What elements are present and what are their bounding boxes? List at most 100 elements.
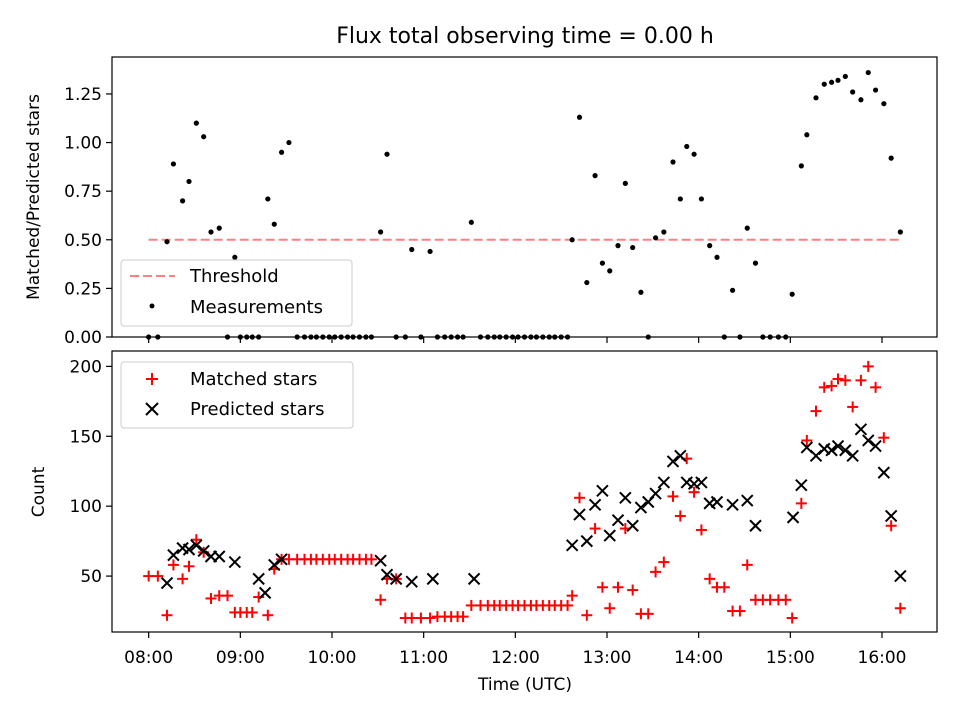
predicted-star-point-b (831, 439, 845, 453)
predicted-star-point-b (565, 539, 579, 552)
matched-star-point (786, 612, 798, 624)
bottom-xticks: 08:00 09:00 10:00 11:00 12:00 13:00 14:00 15:00… (124, 632, 907, 668)
ytick-label: 0.25 (64, 279, 102, 299)
predicted-star-point-b (839, 444, 852, 457)
measurement-point (729, 287, 736, 293)
matched-star-point (566, 590, 578, 602)
measurement-point (835, 77, 841, 83)
measurement-point (798, 163, 804, 169)
matched-star-point (870, 381, 882, 393)
legend-measurements-swatch (149, 303, 155, 309)
measurement-point (208, 229, 214, 235)
matched-star-point (674, 510, 686, 522)
predicted-star-point-b (877, 466, 891, 479)
measurement-point (630, 244, 636, 251)
legend-predicted-label: Predicted stars (190, 399, 324, 420)
measurement-point (813, 95, 819, 101)
predicted-star-point (749, 519, 762, 532)
matched-star-point (695, 524, 707, 536)
xtick-label: 09:00 (216, 648, 265, 668)
matched-star-point (847, 401, 859, 413)
legend-matched-swatch (146, 373, 158, 385)
predicted-star-point (573, 508, 586, 521)
matched-star-point (894, 602, 906, 614)
bottom-xlabel: Time (UTC) (477, 675, 572, 695)
predicted-star-point (884, 509, 898, 523)
measurement-point (265, 196, 271, 202)
matched-star-point (878, 432, 890, 444)
bottom-ylabel: Count (29, 466, 49, 517)
predicted-star-point-b (228, 555, 242, 569)
predicted-star-point (634, 501, 648, 514)
predicted-star-point (588, 498, 602, 511)
matched-star-point (604, 602, 616, 614)
matched-star-point (183, 560, 195, 572)
predicted-star-point (649, 487, 662, 500)
measurement-point (652, 235, 659, 241)
ytick-label: 0.50 (64, 231, 102, 251)
ytick-label: 50 (80, 567, 102, 587)
top-ylabel: Matched/Predicted stars (24, 94, 44, 300)
predicted-star-point (213, 550, 226, 563)
predicted-star-point (258, 586, 272, 600)
matched-star-point (780, 594, 792, 606)
predicted-star-point-b (268, 558, 281, 572)
matched-star-point (262, 609, 274, 621)
bottom-panel: 50 100 150 200 08:00 09:00 10:00 11:00 12:00 13:… (29, 350, 938, 695)
measurement-point (691, 151, 697, 157)
predicted-star-point (167, 548, 180, 562)
xtick-label: 14:00 (674, 648, 723, 668)
measurement-point (850, 89, 856, 95)
predicted-star-point-b (674, 449, 687, 463)
ytick-label: 0.00 (64, 328, 102, 348)
predicted-star-point-b (825, 444, 838, 457)
xtick-label: 11:00 (399, 648, 448, 668)
predicted-star-point (831, 439, 845, 453)
predicted-star-point-b (894, 569, 907, 583)
matched-star-point (581, 609, 593, 621)
predicted-star-point (862, 434, 875, 447)
predicted-star-point (405, 575, 418, 588)
measurement-point (599, 260, 606, 266)
matched-star-point (612, 581, 624, 593)
matched-star-point (734, 605, 746, 617)
matched-star-point (704, 573, 716, 585)
predicted-star-point-b (649, 487, 662, 500)
matched-star-point (667, 490, 679, 502)
predicted-star-point (666, 455, 680, 468)
matched-star-point (832, 373, 844, 385)
predicted-star-point-b (190, 539, 203, 552)
predicted-star-point (268, 558, 281, 572)
measurement-point (427, 248, 433, 255)
measurement-point (179, 198, 186, 204)
bottom-yticks: 50 100 150 200 (70, 357, 112, 587)
predicted-star-point-b (884, 509, 898, 523)
predicted-star-point-b (213, 550, 226, 563)
predicted-star-point-b (588, 498, 602, 511)
measurement-point (872, 87, 879, 93)
measurement-point (661, 229, 667, 235)
predicted-star-point (275, 553, 288, 566)
predicted-star-point-b (611, 513, 625, 527)
matched-star-point (161, 609, 173, 621)
predicted-star-point (846, 449, 859, 463)
predicted-star-point (467, 572, 481, 586)
predicted-star-point (710, 495, 724, 509)
predicted-star-point-b (846, 449, 859, 463)
predicted-star-point-b (749, 519, 762, 532)
matched-star-point (855, 374, 867, 386)
top-legend-box (120, 259, 353, 327)
measurement-point (684, 143, 690, 150)
matched-star-point (375, 594, 387, 606)
matched-star-point (424, 612, 436, 624)
predicted-star-point-b (596, 484, 609, 498)
predicted-star-point (197, 544, 210, 558)
predicted-star-point (611, 513, 625, 527)
measurement-point (670, 159, 676, 165)
matched-star-point (589, 523, 601, 535)
predicted-star-point-b (869, 439, 882, 453)
predicted-star-point-b (258, 586, 272, 600)
xtick-label: 16:00 (858, 648, 907, 668)
measurement-point (170, 161, 177, 167)
predicted-star-point (695, 476, 708, 489)
